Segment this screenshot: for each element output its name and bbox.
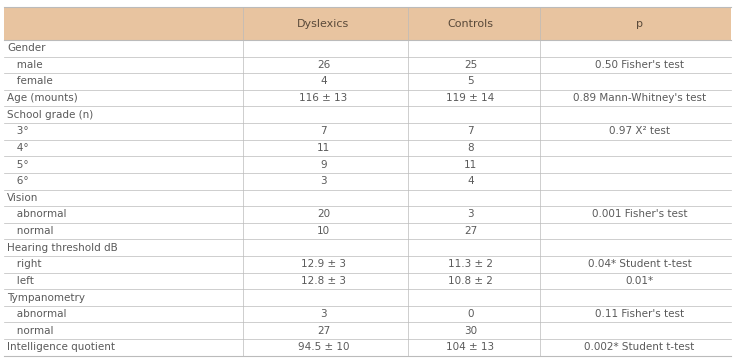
Text: 30: 30 (464, 326, 477, 336)
Text: 11: 11 (317, 143, 330, 153)
Text: 4: 4 (320, 77, 327, 86)
Text: 10: 10 (317, 226, 330, 236)
Text: left: left (7, 276, 35, 286)
Text: 0.11 Fisher's test: 0.11 Fisher's test (595, 309, 684, 319)
Text: 0.97 X² test: 0.97 X² test (609, 126, 670, 136)
Text: Gender: Gender (7, 43, 46, 53)
Text: 0.01*: 0.01* (625, 276, 653, 286)
Text: Dyslexics: Dyslexics (297, 19, 350, 29)
Text: 104 ± 13: 104 ± 13 (446, 342, 495, 352)
Text: Intelligence quotient: Intelligence quotient (7, 342, 115, 352)
Text: 119 ± 14: 119 ± 14 (446, 93, 495, 103)
Text: 12.9 ± 3: 12.9 ± 3 (301, 259, 346, 269)
Text: 26: 26 (317, 60, 330, 70)
Text: 0.001 Fisher's test: 0.001 Fisher's test (592, 209, 687, 220)
Text: 0.002* Student t-test: 0.002* Student t-test (584, 342, 695, 352)
Bar (4, 7, 731, 40)
Text: 20: 20 (317, 209, 330, 220)
Text: p: p (636, 19, 643, 29)
Text: 9: 9 (320, 160, 327, 170)
Text: 27: 27 (464, 226, 477, 236)
Text: 4°: 4° (7, 143, 29, 153)
Text: 3°: 3° (7, 126, 29, 136)
Text: School grade (n): School grade (n) (7, 110, 93, 120)
Text: 94.5 ± 10: 94.5 ± 10 (298, 342, 349, 352)
Text: 0.89 Mann-Whitney's test: 0.89 Mann-Whitney's test (573, 93, 706, 103)
Text: 116 ± 13: 116 ± 13 (299, 93, 348, 103)
Text: female: female (7, 77, 53, 86)
Text: 11: 11 (464, 160, 477, 170)
Text: abnormal: abnormal (7, 209, 67, 220)
Text: 8: 8 (467, 143, 474, 153)
Text: Hearing threshold dB: Hearing threshold dB (7, 243, 118, 253)
Text: Vision: Vision (7, 193, 39, 203)
Text: 5°: 5° (7, 160, 29, 170)
Text: Controls: Controls (448, 19, 493, 29)
Text: 3: 3 (320, 309, 327, 319)
Text: Age (mounts): Age (mounts) (7, 93, 78, 103)
Text: 4: 4 (467, 176, 474, 186)
Text: normal: normal (7, 226, 54, 236)
Text: 27: 27 (317, 326, 330, 336)
Text: 7: 7 (467, 126, 474, 136)
Text: abnormal: abnormal (7, 309, 67, 319)
Text: male: male (7, 60, 43, 70)
Text: 0: 0 (467, 309, 473, 319)
Text: 25: 25 (464, 60, 477, 70)
Text: 6°: 6° (7, 176, 29, 186)
Text: 3: 3 (320, 176, 327, 186)
Text: 12.8 ± 3: 12.8 ± 3 (301, 276, 346, 286)
Text: 0.50 Fisher's test: 0.50 Fisher's test (595, 60, 684, 70)
Text: right: right (7, 259, 42, 269)
Text: normal: normal (7, 326, 54, 336)
Text: 7: 7 (320, 126, 327, 136)
Text: 5: 5 (467, 77, 474, 86)
Text: 11.3 ± 2: 11.3 ± 2 (448, 259, 493, 269)
Text: Tympanometry: Tympanometry (7, 293, 85, 303)
Text: 3: 3 (467, 209, 474, 220)
Text: 0.04* Student t-test: 0.04* Student t-test (587, 259, 692, 269)
Text: 10.8 ± 2: 10.8 ± 2 (448, 276, 493, 286)
